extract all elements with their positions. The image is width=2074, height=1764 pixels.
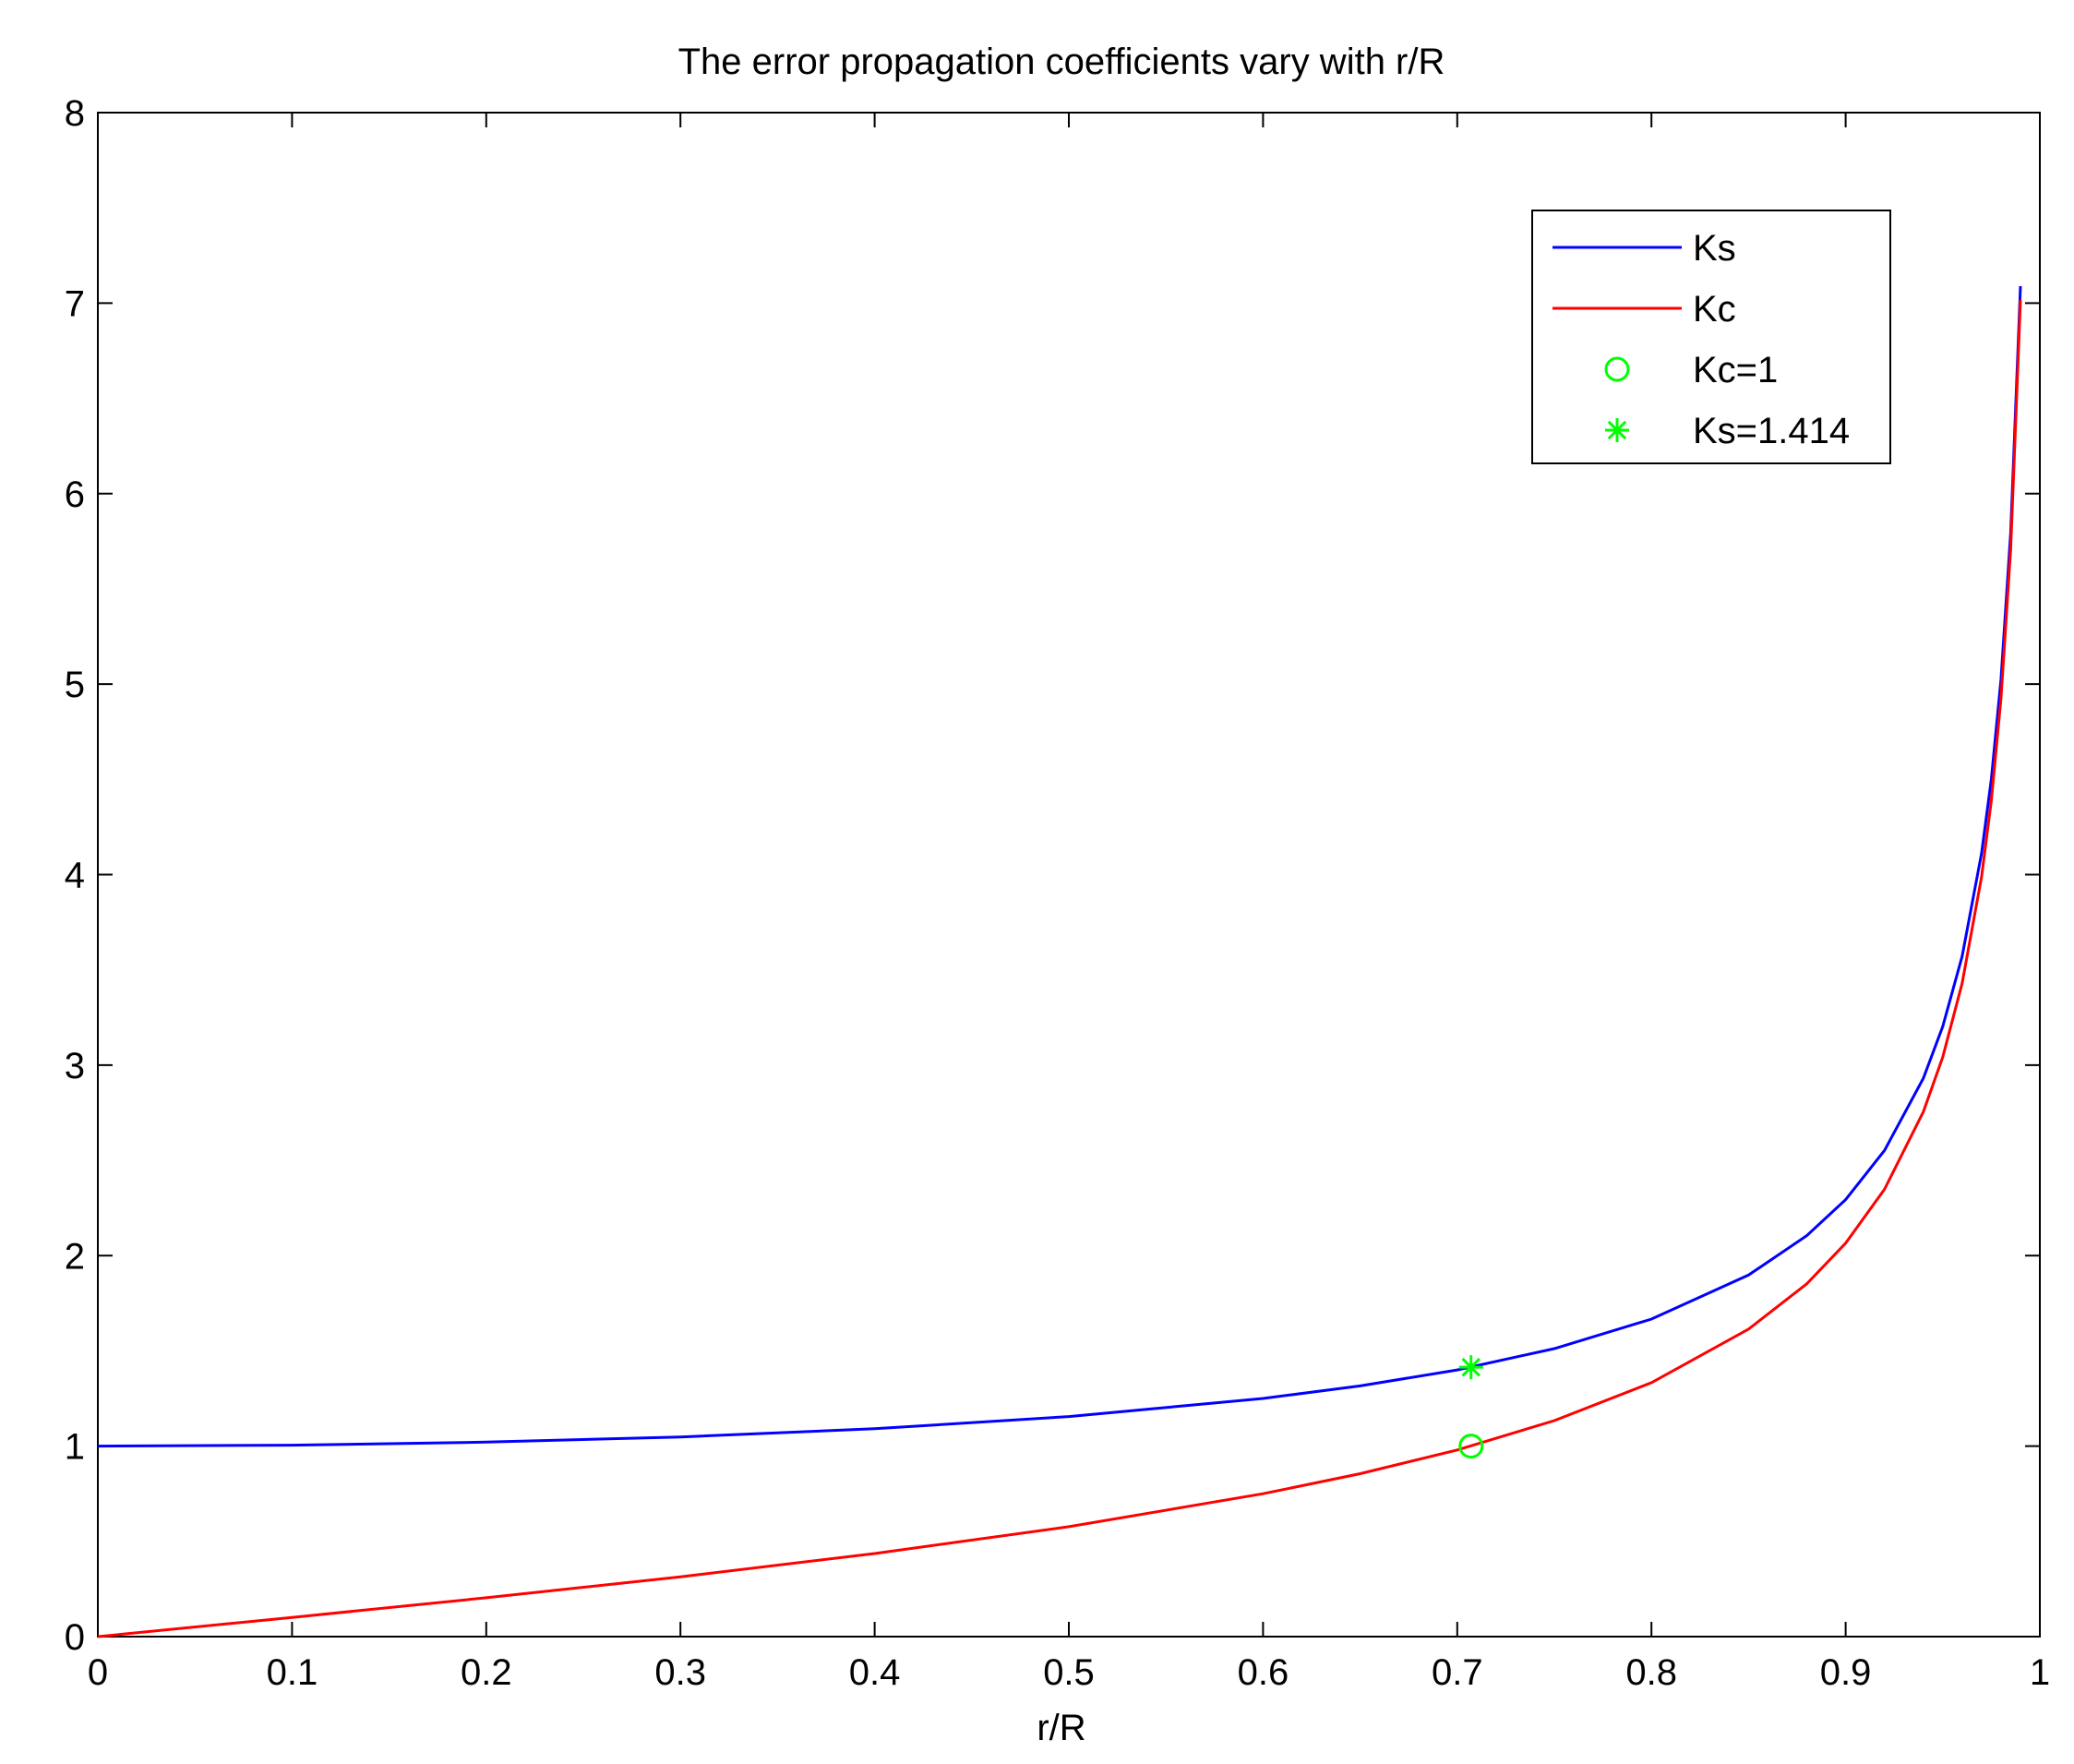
y-tick-label: 3 [65,1046,85,1086]
legend-label-ks: Ks [1693,228,1736,269]
y-tick-label: 7 [65,283,85,324]
marker-ks-1-414 [1458,1355,1483,1380]
x-tick-label: 0.6 [1238,1652,1289,1693]
legend-label-kc-1: Kc=1 [1693,350,1778,390]
x-tick-label: 0.9 [1820,1652,1872,1693]
marker-star-stroke [1461,1357,1481,1377]
x-tick-label: 0 [88,1652,108,1693]
y-tick-label: 8 [65,93,85,134]
x-tick-label: 0.8 [1625,1652,1677,1693]
y-tick-label: 2 [65,1236,85,1277]
x-axis-label: r/R [1037,1708,1085,1748]
y-tick-label: 4 [65,856,85,896]
x-tick-label: 0.5 [1043,1652,1095,1693]
legend-label-kc: Kc [1693,289,1736,330]
legend-box [1531,210,1891,464]
y-tick-label: 0 [65,1617,85,1658]
x-tick-label: 0.3 [654,1652,706,1693]
x-tick-label: 0.1 [267,1652,318,1693]
chart-title: The error propagation coefficients vary … [678,42,1445,82]
x-tick-label: 0.2 [461,1652,512,1693]
y-tick-label: 1 [65,1427,85,1468]
x-tick-label: 0.4 [849,1652,901,1693]
y-tick-label: 5 [65,665,85,705]
plot-area: 0 0.1 0.2 0.3 0.4 0.5 0.6 0.7 0.8 0.9 1 0 1 2 3 4 5 6 7 8 [65,93,2050,1693]
legend-label-ks-1-414: Ks=1.414 [1693,411,1850,451]
legend-swatch-kc-1 [1604,356,1630,382]
legend: Ks Kc Kc=1 Ks=1.414 [1531,210,1891,464]
legend-star-stroke [1607,420,1627,440]
marker-kc-1 [1458,1434,1484,1459]
x-tick-label: 1 [2030,1652,2050,1693]
series-line-kc [97,299,2022,1638]
series-line-ks [97,285,2022,1448]
x-tick-label: 0.7 [1432,1652,1483,1693]
y-tick-label: 6 [65,474,85,515]
legend-swatch-ks-1-414 [1605,418,1629,442]
